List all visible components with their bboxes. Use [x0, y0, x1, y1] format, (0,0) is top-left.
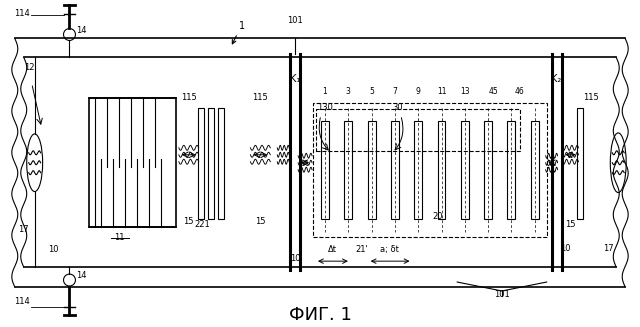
- Text: 10: 10: [290, 254, 300, 263]
- Text: 101: 101: [494, 290, 510, 299]
- Text: K₁: K₁: [290, 74, 300, 84]
- Text: 17: 17: [19, 225, 29, 234]
- Text: 101: 101: [287, 16, 303, 25]
- Bar: [438, 121, 445, 219]
- Text: Δt: Δt: [328, 245, 337, 254]
- Bar: [484, 121, 492, 219]
- Bar: [207, 108, 214, 219]
- Text: 1: 1: [323, 87, 327, 96]
- Text: 115: 115: [584, 93, 599, 102]
- Bar: [531, 121, 539, 219]
- Text: 11: 11: [436, 87, 446, 96]
- Text: 15: 15: [565, 220, 576, 229]
- Text: 10: 10: [49, 245, 59, 254]
- Text: ФИГ. 1: ФИГ. 1: [289, 306, 351, 324]
- Text: 15: 15: [184, 217, 194, 226]
- Text: 12: 12: [24, 63, 35, 72]
- Bar: [90, 98, 176, 227]
- Bar: [321, 121, 329, 219]
- Bar: [198, 108, 204, 219]
- Text: 15: 15: [255, 217, 266, 226]
- Bar: [461, 121, 468, 219]
- Bar: [367, 121, 376, 219]
- Text: 14: 14: [76, 26, 87, 35]
- Bar: [414, 121, 422, 219]
- Text: 1: 1: [232, 21, 244, 44]
- Text: 5: 5: [369, 87, 374, 96]
- Text: 10: 10: [560, 244, 571, 253]
- Bar: [344, 121, 352, 219]
- Bar: [577, 108, 584, 219]
- Text: 13: 13: [460, 87, 470, 96]
- Bar: [391, 121, 399, 219]
- Text: 221: 221: [195, 220, 211, 229]
- Text: 3: 3: [346, 87, 351, 96]
- Bar: [218, 108, 223, 219]
- Bar: [316, 109, 520, 151]
- Text: 7: 7: [392, 87, 397, 96]
- Bar: [508, 121, 515, 219]
- Text: 30: 30: [392, 103, 403, 112]
- Text: 21': 21': [356, 245, 369, 254]
- Text: 45: 45: [488, 87, 498, 96]
- Text: 114: 114: [14, 9, 29, 18]
- Text: a; δt: a; δt: [380, 245, 399, 254]
- Text: 114: 114: [14, 297, 29, 306]
- Text: K₂: K₂: [552, 74, 562, 84]
- Text: 14: 14: [76, 271, 87, 280]
- Text: 20: 20: [433, 213, 443, 221]
- Text: 17: 17: [603, 244, 614, 253]
- Text: 130: 130: [317, 103, 333, 112]
- Text: 115: 115: [181, 93, 196, 102]
- Text: 115: 115: [252, 93, 268, 102]
- Text: 11: 11: [114, 233, 124, 242]
- Text: 46: 46: [515, 87, 524, 96]
- Text: 9: 9: [416, 87, 420, 96]
- Bar: [313, 103, 547, 237]
